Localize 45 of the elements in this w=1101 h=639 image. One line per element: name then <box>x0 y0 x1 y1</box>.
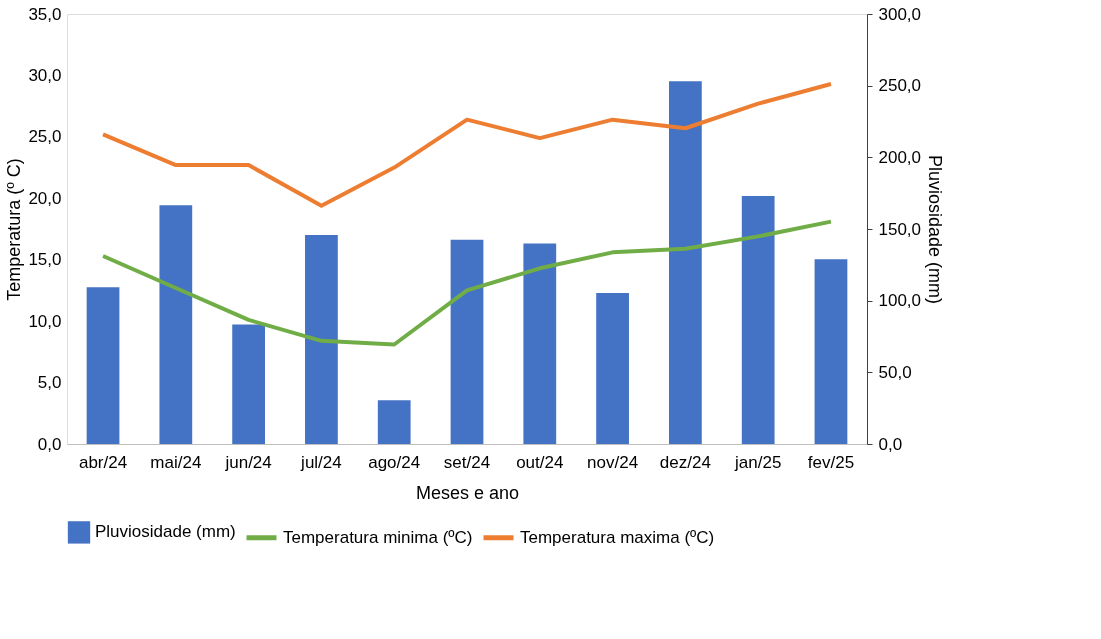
bar <box>232 324 265 444</box>
x-tick-label: abr/24 <box>78 452 128 472</box>
bar <box>523 243 557 444</box>
x-tick-label: jul/24 <box>300 452 342 472</box>
y2-tick-label: 150,0 <box>878 219 922 239</box>
bar <box>86 287 120 444</box>
bar <box>159 205 193 444</box>
x-tick-label: nov/24 <box>587 452 639 472</box>
y2-tick-label: 100,0 <box>878 291 922 311</box>
y2-tick-label: 50,0 <box>878 362 912 382</box>
bar <box>596 292 629 444</box>
legend-label: Temperatura maxima (ºC) <box>520 527 715 547</box>
bar <box>814 259 848 444</box>
x-tick-label: fev/25 <box>807 452 855 472</box>
bar <box>669 81 702 444</box>
y2-tick-label: 250,0 <box>878 76 922 96</box>
y-tick-label: 25,0 <box>28 127 62 147</box>
y-tick-label: 15,0 <box>28 250 62 270</box>
y-tick-label: 10,0 <box>28 311 62 331</box>
y2-axis-title: Pluviosidade (mm) <box>925 154 946 305</box>
line-series <box>101 82 833 208</box>
x-tick-label: jan/25 <box>734 452 782 472</box>
y-tick-label: 0,0 <box>37 434 62 454</box>
x-tick-label: mai/24 <box>150 452 202 472</box>
line-series <box>101 219 833 347</box>
bar <box>741 195 775 444</box>
x-tick-label: ago/24 <box>368 452 421 472</box>
y2-tick-label: 0,0 <box>878 434 903 454</box>
x-tick-label: out/24 <box>516 452 564 472</box>
legend-label: Temperatura minima (ºC) <box>283 527 473 547</box>
y-tick-label: 35,0 <box>28 4 62 24</box>
x-tick-label: set/24 <box>443 452 491 472</box>
y-tick-label: 5,0 <box>37 373 62 393</box>
bar <box>305 235 338 444</box>
x-tick-label: dez/24 <box>659 452 711 472</box>
y2-tick-label: 200,0 <box>878 147 922 167</box>
y-tick-label: 20,0 <box>28 188 62 208</box>
x-tick-label: jun/24 <box>224 452 272 472</box>
x-axis-title: Meses e ano <box>415 482 520 503</box>
y-axis-title: Temperatura (º C) <box>4 158 25 301</box>
y2-tick-label: 300,0 <box>878 4 922 24</box>
legend-label: Pluviosidade (mm) <box>95 522 236 542</box>
bar <box>377 400 411 444</box>
y-tick-label: 30,0 <box>28 65 62 85</box>
bar <box>450 239 484 444</box>
